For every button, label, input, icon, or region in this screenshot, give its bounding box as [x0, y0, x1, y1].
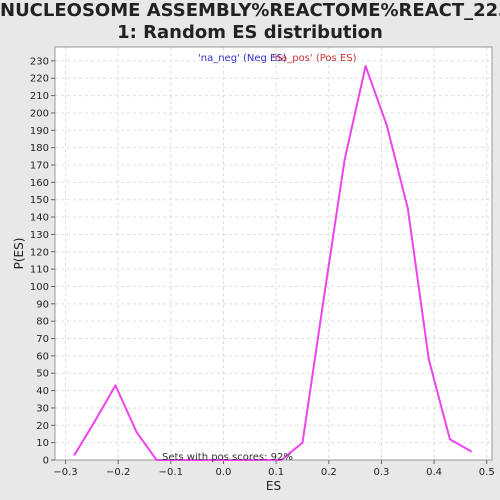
- data-point: [448, 438, 451, 441]
- y-tick-label: 130: [30, 230, 49, 241]
- chart-title-line-2: 1: Random ES distribution: [117, 22, 383, 43]
- data-point: [364, 65, 367, 68]
- chart-title-line-1: NUCLEOSOME ASSEMBLY%REACTOME%REACT_22344…: [0, 0, 500, 21]
- y-tick-label: 150: [30, 195, 49, 206]
- grid: [55, 47, 492, 461]
- y-tick-label: 180: [30, 143, 49, 154]
- data-point: [343, 158, 346, 161]
- x-tick-label: 0.3: [373, 467, 389, 478]
- legend-item-neg: 'na_neg' (Neg ES): [198, 53, 287, 64]
- x-tick-label: −0.3: [53, 467, 77, 478]
- y-tick-label: 140: [30, 213, 49, 224]
- data-point: [73, 453, 76, 456]
- y-tick-label: 10: [36, 438, 49, 449]
- legend: 'na_neg' (Neg ES) 'na_pos' (Pos ES): [198, 53, 357, 64]
- data-point: [238, 459, 241, 461]
- x-tick-label: 0.4: [426, 467, 442, 478]
- x-tick-label: 0.0: [216, 467, 232, 478]
- y-tick-label: 200: [30, 108, 49, 119]
- data-point: [196, 459, 199, 461]
- y-tick-label: 40: [36, 386, 49, 397]
- y-tick-label: 90: [36, 299, 49, 310]
- data-point: [322, 299, 325, 302]
- data-point: [135, 431, 138, 434]
- y-tick-label: 230: [30, 56, 49, 67]
- data-point: [93, 420, 96, 423]
- data-point: [427, 358, 430, 361]
- x-tick-label: −0.1: [159, 467, 183, 478]
- y-tick-label: 70: [36, 334, 49, 345]
- x-tick-label: 0.2: [321, 467, 337, 478]
- series-layer: [73, 65, 472, 461]
- x-axis: −0.3 −0.2 −0.1 0.0 0.1 0.2 0.3 0.4 0.5: [53, 460, 495, 478]
- data-point: [155, 459, 158, 461]
- plot-background: [55, 47, 492, 460]
- y-axis-label: P(ES): [12, 238, 26, 270]
- series-line: [73, 65, 472, 461]
- y-tick-label: 0: [43, 456, 49, 467]
- y-axis: 0 10 20 30 40 50 60 70 80 90 100 110 120 130 140 150 160…: [30, 56, 55, 467]
- y-tick-label: 30: [36, 403, 49, 414]
- x-tick-label: 0.1: [268, 467, 284, 478]
- data-point: [175, 459, 178, 461]
- y-tick-label: 20: [36, 421, 49, 432]
- data-point: [469, 450, 472, 453]
- data-point: [301, 441, 304, 444]
- data-point: [406, 207, 409, 210]
- data-point: [217, 459, 220, 461]
- x-tick-label: −0.2: [106, 467, 130, 478]
- x-axis-label: ES: [266, 479, 281, 493]
- y-tick-label: 160: [30, 178, 49, 189]
- y-tick-label: 120: [30, 247, 49, 258]
- y-tick-label: 80: [36, 317, 49, 328]
- y-tick-label: 60: [36, 351, 49, 362]
- data-point: [259, 459, 262, 461]
- y-tick-label: 190: [30, 126, 49, 137]
- y-tick-label: 110: [30, 265, 49, 276]
- y-tick-label: 170: [30, 161, 49, 172]
- y-tick-label: 100: [30, 282, 49, 293]
- y-tick-label: 210: [30, 91, 49, 102]
- y-tick-label: 50: [36, 369, 49, 380]
- legend-item-pos: 'na_pos' (Pos ES): [272, 53, 357, 64]
- chart-title: NUCLEOSOME ASSEMBLY%REACTOME%REACT_22344…: [0, 0, 500, 44]
- y-tick-label: 220: [30, 74, 49, 85]
- data-point: [280, 459, 283, 461]
- data-point: [114, 384, 117, 387]
- annotation-pos-scores: Sets with pos scores: 92%: [162, 452, 293, 463]
- x-tick-label: 0.5: [479, 467, 495, 478]
- data-point: [385, 124, 388, 127]
